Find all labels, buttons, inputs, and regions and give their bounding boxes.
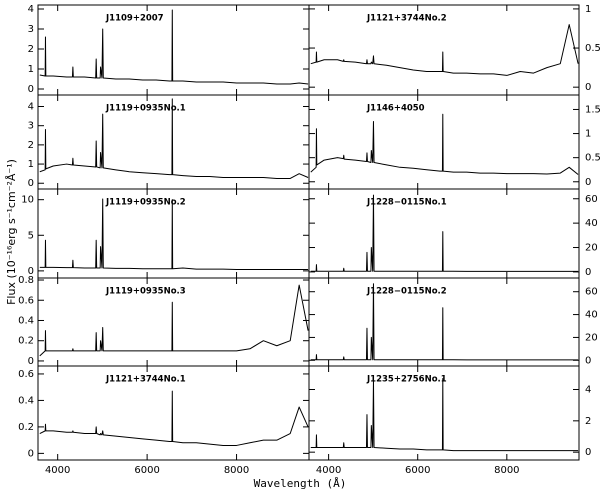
y-tick-label: 0	[585, 82, 591, 93]
y-tick-label: 4	[28, 4, 34, 15]
spectrum-line	[310, 24, 579, 76]
y-tick-label: 0	[28, 356, 34, 367]
spectrum-line	[39, 390, 309, 446]
spectrum-line	[39, 284, 309, 357]
y-tick-label: 0	[585, 267, 591, 278]
y-tick-label: 0.6	[18, 295, 34, 306]
y-tick-label: 0	[585, 447, 591, 458]
panel-title: J1121+3744No.1	[105, 375, 186, 385]
y-tick-label: 1	[28, 159, 34, 170]
y-tick-label: 2	[28, 44, 34, 55]
spectrum-line	[39, 98, 309, 179]
y-tick-label: 0	[28, 178, 34, 189]
panel-title: J1146+4050	[366, 104, 425, 114]
y-tick-label: 0.5	[585, 43, 600, 54]
y-tick-label: 1.5	[585, 104, 600, 115]
panel-title: J1228−0115No.2	[366, 287, 447, 297]
y-tick-label: 0	[585, 177, 591, 188]
spectrum-line	[310, 194, 579, 272]
y-tick-label: 0.8	[18, 275, 34, 286]
x-tick-label: 8000	[494, 465, 519, 476]
y-tick-label: 20	[585, 332, 598, 343]
panel-title: J1228−0115No.1	[366, 198, 447, 208]
x-tick-label: 6000	[134, 465, 159, 476]
panel-frame	[308, 365, 580, 461]
panel-title: J1119+0935No.2	[105, 198, 186, 208]
y-tick-label: 0	[28, 448, 34, 459]
spectrum-line	[39, 9, 309, 85]
spectrum-line	[39, 198, 309, 270]
panel-title: J1119+0935No.1	[105, 104, 186, 114]
x-tick-label: 6000	[405, 465, 430, 476]
panel-title: J1121+3744No.2	[366, 14, 447, 24]
y-tick-label: 40	[585, 310, 598, 321]
y-tick-label: 40	[585, 218, 598, 229]
y-tick-label: 4	[585, 385, 591, 396]
y-tick-label: 20	[585, 243, 598, 254]
x-tick-label: 8000	[224, 465, 249, 476]
y-tick-label: 2	[585, 416, 591, 427]
y-tick-label: 0	[28, 266, 34, 277]
y-tick-label: 0.6	[18, 369, 34, 380]
y-tick-label: 4	[28, 102, 34, 113]
y-tick-label: 3	[28, 121, 34, 132]
x-axis-label: Wavelength (Å)	[254, 477, 347, 490]
y-tick-label: 1	[585, 4, 591, 15]
y-tick-label: 0.4	[18, 315, 34, 326]
y-tick-label: 1	[585, 129, 591, 140]
spectrum-line	[310, 113, 579, 175]
panel-title: J1235+2756No.1	[366, 375, 447, 385]
y-tick-label: 1	[28, 64, 34, 75]
y-tick-label: 0.4	[18, 395, 34, 406]
x-tick-label: 4000	[45, 465, 70, 476]
y-tick-label: 0.5	[585, 153, 600, 164]
y-tick-label: 60	[585, 287, 598, 298]
panel-title: J1119+0935No.3	[105, 287, 186, 297]
y-tick-label: 0.2	[18, 336, 34, 347]
x-tick-label: 4000	[316, 465, 341, 476]
y-tick-label: 10	[21, 195, 34, 206]
spectrum-line	[310, 283, 579, 361]
y-tick-label: 0	[28, 84, 34, 95]
y-tick-label: 0.2	[18, 422, 34, 433]
panel-title: J1109+2007	[105, 14, 164, 24]
y-tick-label: 3	[28, 24, 34, 35]
y-tick-label: 2	[28, 140, 34, 151]
y-tick-label: 5	[28, 230, 34, 241]
y-tick-label: 0	[585, 355, 591, 366]
panel-frame	[308, 94, 580, 190]
y-axis-label: Flux (10⁻¹⁶erg s⁻¹cm⁻²Å⁻¹)	[5, 159, 18, 305]
y-tick-label: 60	[585, 194, 598, 205]
spectrum-line	[310, 378, 579, 452]
